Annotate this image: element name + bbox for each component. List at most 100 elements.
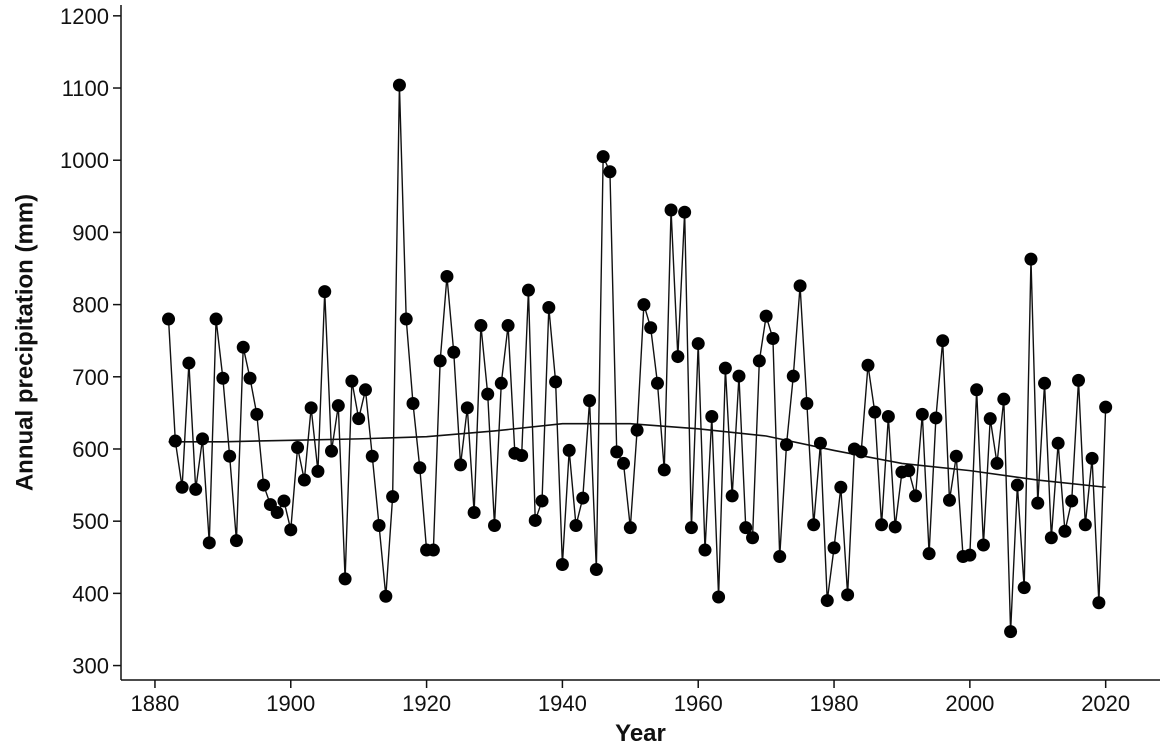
data-point	[922, 547, 936, 561]
data-point	[521, 283, 535, 297]
data-point	[1044, 531, 1058, 545]
y-axis-title: Annual precipitation (mm)	[11, 194, 38, 491]
data-point	[406, 397, 420, 411]
data-point	[1024, 252, 1038, 266]
data-point	[657, 463, 671, 477]
x-tick-label: 1920	[402, 691, 451, 716]
data-point	[888, 520, 902, 534]
y-tick-label: 600	[72, 437, 109, 462]
data-point	[990, 456, 1004, 470]
x-axis-title: Year	[615, 720, 666, 745]
precipitation-line	[167, 85, 1107, 632]
y-tick-label: 1000	[60, 148, 109, 173]
data-point	[759, 309, 773, 323]
data-point	[780, 438, 794, 452]
data-point	[1058, 524, 1072, 538]
data-point	[494, 376, 508, 390]
y-tick-label: 300	[72, 654, 109, 679]
data-point	[569, 519, 583, 533]
y-tick-label: 800	[72, 293, 109, 318]
data-point	[562, 443, 576, 457]
x-tick-label: 1980	[810, 691, 859, 716]
data-point	[1038, 376, 1052, 390]
y-tick-label: 700	[72, 365, 109, 390]
data-point	[168, 434, 182, 448]
data-point	[698, 543, 712, 557]
data-point	[644, 321, 658, 335]
data-point	[189, 482, 203, 496]
data-point	[1092, 596, 1106, 610]
data-point	[1085, 451, 1099, 465]
data-point	[786, 369, 800, 383]
data-point	[304, 401, 318, 415]
data-point	[1078, 518, 1092, 532]
data-point	[875, 518, 889, 532]
data-point	[705, 409, 719, 423]
data-point	[297, 473, 311, 487]
data-point	[236, 340, 250, 354]
data-point	[793, 279, 807, 293]
data-point	[338, 572, 352, 586]
data-point	[426, 543, 440, 557]
data-point	[827, 541, 841, 555]
data-point	[542, 300, 556, 314]
data-point	[942, 493, 956, 507]
data-point	[379, 589, 393, 603]
data-point	[399, 312, 413, 326]
data-point	[752, 354, 766, 368]
data-point	[902, 464, 916, 478]
data-point	[311, 464, 325, 478]
data-point	[555, 557, 569, 571]
data-point	[881, 409, 895, 423]
data-point	[820, 594, 834, 608]
data-point	[325, 444, 339, 458]
x-tick-label: 1900	[266, 691, 315, 716]
data-point	[589, 563, 603, 577]
data-point	[650, 376, 664, 390]
data-point	[243, 371, 257, 385]
data-point	[773, 550, 787, 564]
data-point	[813, 436, 827, 450]
data-point	[725, 489, 739, 503]
series-layer	[162, 78, 1113, 639]
y-tick-label: 500	[72, 509, 109, 534]
data-point	[678, 205, 692, 219]
y-tick-label: 400	[72, 581, 109, 606]
data-point	[352, 412, 366, 426]
data-point	[345, 374, 359, 388]
data-point	[386, 490, 400, 504]
data-point	[270, 506, 284, 520]
data-point	[318, 285, 332, 299]
data-point	[732, 369, 746, 383]
data-point	[1031, 496, 1045, 510]
data-point	[284, 523, 298, 537]
data-point	[474, 319, 488, 333]
data-point	[617, 456, 631, 470]
data-point	[440, 269, 454, 283]
y-tick-label: 900	[72, 220, 109, 245]
data-point	[576, 491, 590, 505]
data-point	[195, 432, 209, 446]
data-point	[460, 401, 474, 415]
data-point	[970, 383, 984, 397]
data-point	[583, 394, 597, 408]
data-point	[603, 165, 617, 179]
data-point	[671, 350, 685, 364]
data-point	[915, 407, 929, 421]
data-point	[501, 319, 515, 333]
data-point	[454, 458, 468, 472]
data-point	[746, 531, 760, 545]
axes: 300 400 500 600 700 800 900 1000 1100 1200 1880 190…	[60, 4, 1160, 716]
data-point	[1065, 494, 1079, 508]
data-point	[162, 312, 176, 326]
data-point	[1010, 478, 1024, 492]
data-point	[997, 392, 1011, 406]
data-point	[365, 449, 379, 463]
data-point	[684, 521, 698, 535]
data-point	[841, 588, 855, 602]
data-point	[229, 534, 243, 548]
data-point	[766, 332, 780, 346]
y-tick-label: 1100	[62, 76, 109, 101]
data-point	[433, 354, 447, 368]
